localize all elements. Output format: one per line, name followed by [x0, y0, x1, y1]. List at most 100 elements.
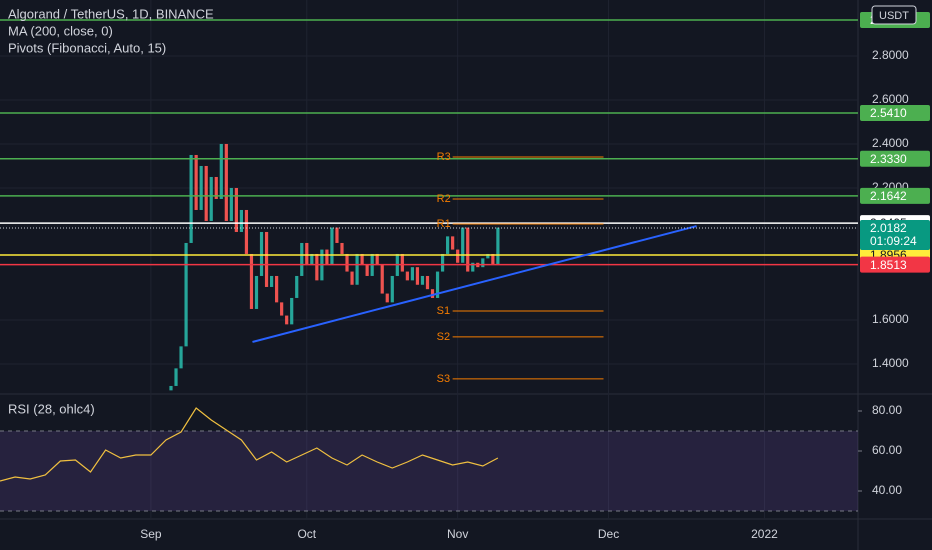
trendline	[252, 225, 697, 343]
countdown-label: 01:09:24	[870, 234, 917, 248]
currency-badge	[871, 5, 917, 25]
main-panel	[0, 19, 858, 391]
candle-body	[269, 275, 274, 287]
candle-body	[219, 143, 223, 199]
level-label: 2.5410	[870, 106, 907, 120]
candle-body	[456, 249, 460, 263]
candle-body	[229, 187, 233, 221]
candle-body	[405, 271, 409, 281]
overlay: Algorand / TetherUS, 1D, BINANCE MA (200…	[8, 5, 930, 541]
candle-body	[375, 253, 379, 265]
candle-body	[390, 275, 394, 303]
x-tick-label: Oct	[297, 527, 316, 541]
candle-body	[425, 275, 430, 290]
y-tick-label: 2.4000	[872, 136, 909, 150]
candle-body	[264, 231, 269, 287]
candle-body	[254, 275, 259, 309]
rsi-title: RSI (28, ohlc4)	[8, 401, 95, 416]
candle-body	[496, 227, 500, 265]
pivot-label: S1	[437, 305, 450, 317]
candle-body	[275, 275, 279, 303]
y-tick-label: 1.4000	[872, 356, 909, 370]
candle-body	[481, 258, 485, 268]
pivot-label: R3	[437, 151, 451, 163]
pivot-label: R1	[437, 218, 451, 230]
candle-body	[451, 236, 455, 250]
candle-body	[290, 297, 294, 325]
candle-body	[440, 253, 445, 272]
level-badge	[860, 256, 930, 273]
candle-body	[249, 253, 254, 309]
level-badge	[860, 104, 930, 121]
candle-body	[446, 236, 450, 254]
candle-body	[295, 275, 299, 298]
candle-body	[179, 346, 183, 369]
currency-label: USDT	[879, 10, 909, 22]
candle-body	[315, 253, 319, 281]
candle-body	[420, 275, 425, 285]
candle-body	[189, 154, 193, 243]
x-tick-label: 2022	[751, 527, 778, 541]
indicator-label: MA (200, close, 0)	[8, 23, 113, 38]
candle-body	[239, 209, 244, 232]
candle-body	[310, 253, 314, 265]
current-price-badge	[860, 219, 930, 250]
rsi-panel	[0, 407, 862, 512]
candle-body	[305, 242, 309, 265]
rsi-band	[0, 431, 858, 511]
candle-body	[199, 165, 203, 210]
candle-body	[330, 227, 334, 265]
candle-body	[285, 315, 289, 325]
candle-body	[280, 302, 284, 316]
x-tick-label: Dec	[598, 527, 619, 541]
chart-title: Algorand / TetherUS, 1D, BINANCE	[8, 6, 214, 21]
indicator-label: Pivots (Fibonacci, Auto, 15)	[8, 40, 166, 55]
pivot-label: S2	[437, 331, 450, 343]
pivot-label: S3	[437, 373, 450, 385]
level-badge	[860, 150, 930, 167]
current-price-label: 2.0182	[870, 221, 907, 235]
level-label: 2.1642	[870, 189, 907, 203]
candle-body	[174, 368, 178, 386]
candle-body	[491, 253, 495, 265]
candle-body	[350, 271, 354, 285]
candle-body	[355, 253, 359, 285]
candle-body	[380, 264, 384, 294]
y-tick-label: 2.8000	[872, 48, 909, 62]
candle-body	[224, 143, 228, 221]
level-label: 1.8513	[870, 258, 907, 272]
candle-body	[430, 289, 435, 298]
candle-body	[466, 227, 470, 272]
candle-body	[365, 264, 369, 276]
x-tick-label: Sep	[140, 527, 162, 541]
candle-body	[169, 385, 173, 391]
candle-body	[340, 242, 344, 254]
pivot-label: R2	[437, 193, 451, 205]
candle-body	[335, 227, 339, 243]
level-label: 2.3330	[870, 152, 907, 166]
candle-body	[461, 227, 465, 263]
level-badge	[860, 187, 930, 204]
candle-body	[345, 253, 349, 272]
y-tick-label: 1.6000	[872, 312, 909, 326]
candle-body	[244, 209, 249, 254]
y-tick-label: 60.00	[872, 443, 902, 457]
candle-body	[410, 267, 415, 281]
candle-body	[471, 262, 475, 272]
candle-body	[400, 253, 404, 272]
candle-body	[234, 187, 238, 232]
candle-body	[360, 253, 364, 265]
candle-body	[184, 242, 188, 347]
candle-body	[300, 242, 304, 276]
candle-body	[214, 176, 218, 199]
candle-body	[435, 271, 440, 298]
candle-body	[209, 176, 213, 221]
candle-body	[486, 253, 490, 259]
y-tick-label: 80.00	[872, 403, 902, 417]
candle-body	[415, 267, 420, 285]
candle-body	[259, 231, 264, 276]
x-tick-label: Nov	[447, 527, 468, 541]
candle-body	[194, 154, 198, 210]
